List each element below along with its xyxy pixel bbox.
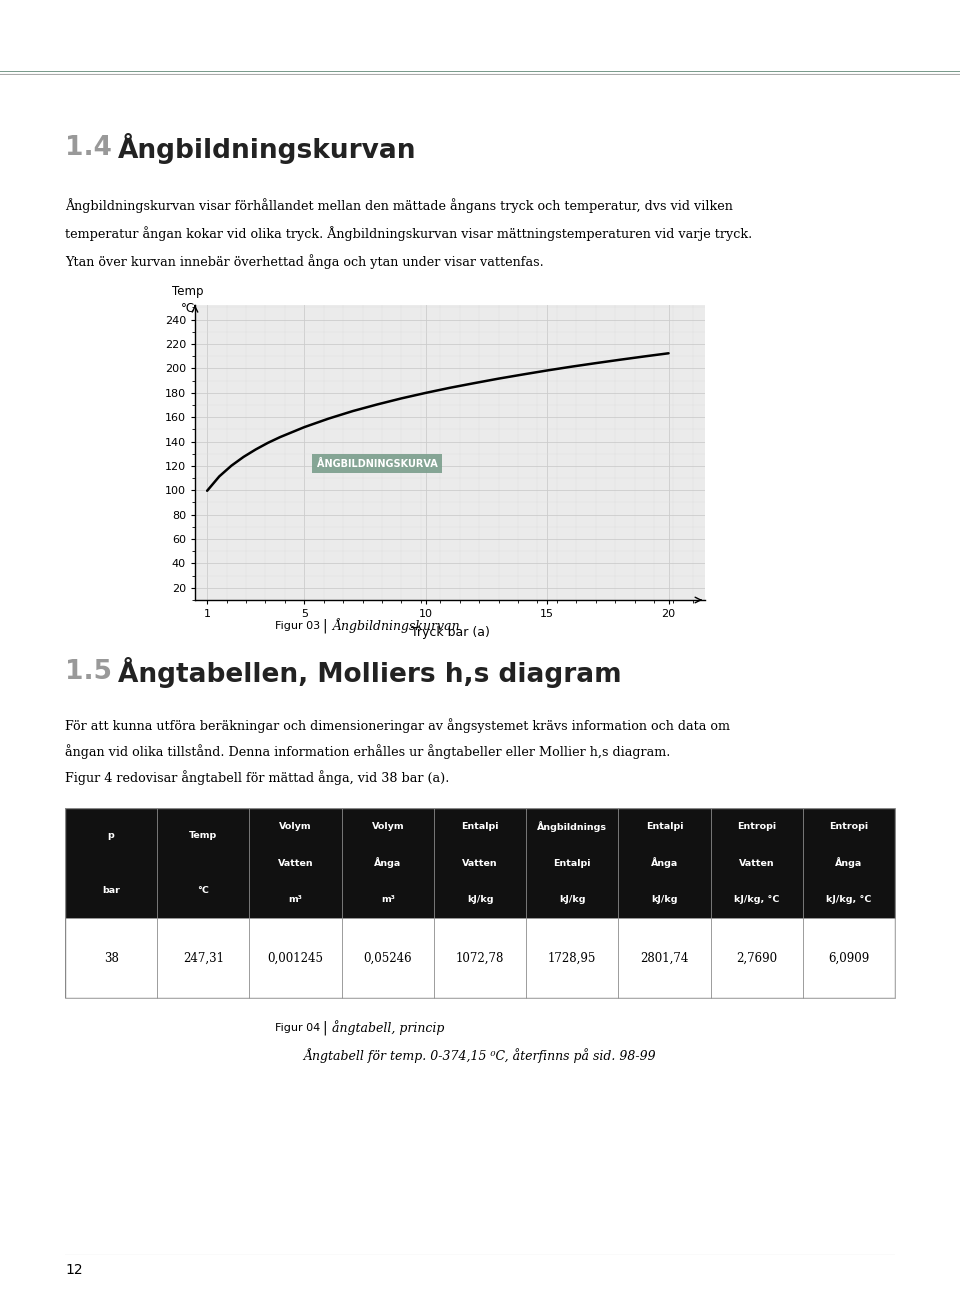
Bar (342, 808, 434, 919)
Text: kJ/kg: kJ/kg (559, 895, 586, 904)
Bar (157, 808, 250, 919)
Text: 1.5: 1.5 (65, 659, 112, 685)
Text: Volym: Volym (372, 822, 404, 831)
Text: Vatten: Vatten (739, 858, 775, 867)
Bar (65, 919, 157, 997)
Text: Entropi: Entropi (737, 822, 777, 831)
Bar (618, 808, 710, 919)
Text: Volym: Volym (279, 822, 312, 831)
Text: |: | (323, 1021, 327, 1035)
Text: 0,001245: 0,001245 (268, 951, 324, 965)
Bar (157, 919, 250, 997)
Text: 2801,74: 2801,74 (640, 951, 688, 965)
Text: ÅNGBILDNINGSKURVA: ÅNGBILDNINGSKURVA (317, 459, 438, 469)
Text: Ångbildnings: Ångbildnings (538, 820, 608, 832)
Text: Ånga: Ånga (374, 858, 401, 868)
Text: ångtabell, princip: ångtabell, princip (332, 1021, 444, 1035)
Text: Ånga: Ånga (835, 858, 862, 868)
Bar (65, 808, 157, 919)
Bar (250, 919, 342, 997)
Text: |: | (323, 619, 327, 633)
Text: 2,7690: 2,7690 (736, 951, 778, 965)
Text: kJ/kg: kJ/kg (467, 895, 493, 904)
Text: °C: °C (198, 886, 209, 895)
Bar (803, 919, 895, 997)
Text: bar: bar (102, 886, 120, 895)
Bar (434, 808, 526, 919)
Text: °C: °C (180, 302, 195, 315)
Text: 12: 12 (65, 1264, 83, 1276)
Text: Entropi: Entropi (829, 822, 869, 831)
Text: Vatten: Vatten (462, 858, 498, 867)
Text: m³: m³ (381, 895, 395, 904)
Text: kJ/kg, °C: kJ/kg, °C (827, 895, 872, 904)
Text: 1072,78: 1072,78 (456, 951, 504, 965)
Text: 247,31: 247,31 (182, 951, 224, 965)
Text: Ånga: Ånga (651, 858, 678, 868)
Bar (526, 808, 618, 919)
Text: För att kunna utföra beräkningar och dimensioneringar av ångsystemet krävs infor: För att kunna utföra beräkningar och dim… (65, 718, 730, 733)
Text: Figur 04: Figur 04 (275, 1023, 320, 1034)
Text: Figur 4 redovisar ångtabell för mättad ånga, vid 38 bar (a).: Figur 4 redovisar ångtabell för mättad å… (65, 770, 449, 784)
Text: p: p (108, 831, 114, 840)
Text: Ångtabellen, Molliers h,s diagram: Ångtabellen, Molliers h,s diagram (118, 656, 622, 687)
Text: Ytan över kurvan innebär överhettad ånga och ytan under visar vattenfas.: Ytan över kurvan innebär överhettad ånga… (65, 255, 543, 269)
Text: m³: m³ (289, 895, 302, 904)
Text: Ångbildningskurvan: Ångbildningskurvan (118, 133, 417, 164)
Text: Figur 03: Figur 03 (275, 621, 320, 630)
Bar (710, 919, 803, 997)
Text: Ångbildningskurvan visar förhållandet mellan den mättade ångans tryck och temper: Ångbildningskurvan visar förhållandet me… (65, 198, 732, 213)
Text: ångan vid olika tillstånd. Denna information erhålles ur ångtabeller eller Molli: ångan vid olika tillstånd. Denna informa… (65, 744, 670, 758)
Text: 1728,95: 1728,95 (548, 951, 596, 965)
Bar (526, 919, 618, 997)
Text: Ångbildningskurvan: Ångbildningskurvan (332, 619, 460, 633)
Text: 0,05246: 0,05246 (364, 951, 412, 965)
Text: Entalpi: Entalpi (554, 858, 591, 867)
Bar (342, 919, 434, 997)
Text: Ångtabell för temp. 0-374,15 ⁰C, återfinns på sid. 98-99: Ångtabell för temp. 0-374,15 ⁰C, återfin… (303, 1049, 657, 1063)
X-axis label: Tryck bar (a): Tryck bar (a) (411, 625, 490, 640)
Text: 1. Ånga: 1. Ånga (67, 27, 169, 56)
Bar (710, 808, 803, 919)
Text: kJ/kg, °C: kJ/kg, °C (734, 895, 780, 904)
Text: Entalpi: Entalpi (461, 822, 499, 831)
Text: Vatten: Vatten (277, 858, 313, 867)
Bar (618, 919, 710, 997)
Text: Temp: Temp (172, 286, 204, 298)
Bar (250, 808, 342, 919)
Text: kJ/kg: kJ/kg (651, 895, 678, 904)
Text: Temp: Temp (189, 831, 218, 840)
Text: Entalpi: Entalpi (646, 822, 684, 831)
Text: 6,0909: 6,0909 (828, 951, 870, 965)
Text: 38: 38 (104, 951, 118, 965)
Text: 1.4: 1.4 (65, 134, 112, 162)
Bar (434, 919, 526, 997)
Text: temperatur ångan kokar vid olika tryck. Ångbildningskurvan visar mättningstemper: temperatur ångan kokar vid olika tryck. … (65, 226, 753, 240)
Bar (803, 808, 895, 919)
